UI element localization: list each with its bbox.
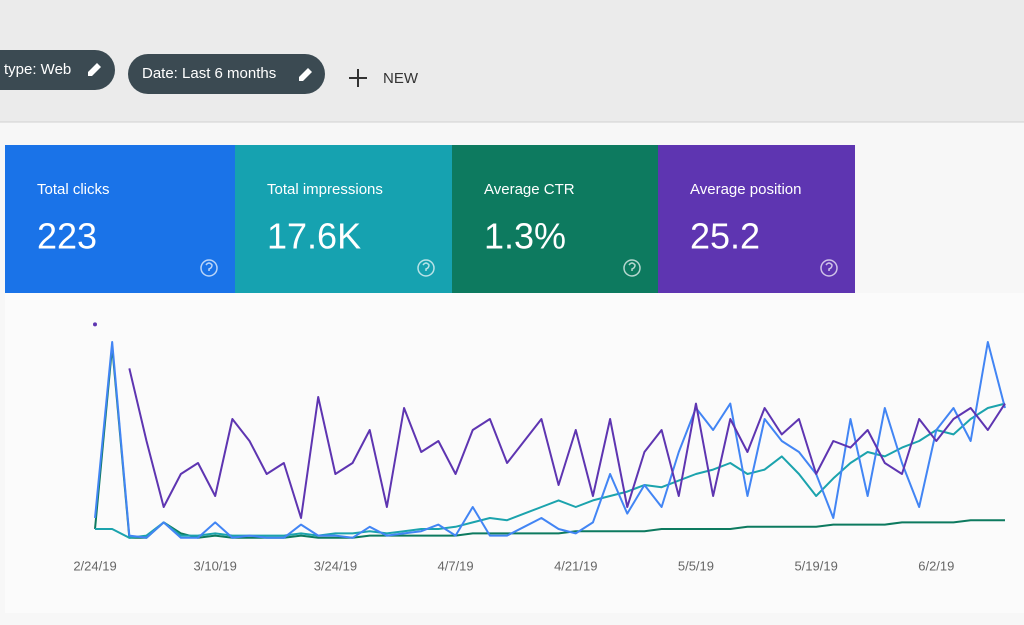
plus-icon	[349, 69, 367, 87]
help-icon-mark	[628, 262, 636, 271]
x-tick-label: 3/10/19	[194, 558, 237, 573]
chart: 2/24/19 3/10/19 3/24/19 4/7/19 4/21/19 5/5/19…	[73, 322, 1006, 573]
help-icon-mark	[825, 262, 833, 271]
metric-card[interactable]: Total impressions 17.6K	[235, 145, 452, 293]
card-bg	[658, 145, 855, 293]
series-line	[94, 341, 1006, 539]
line-point	[93, 322, 97, 327]
new-button[interactable]: NEW	[349, 69, 419, 87]
help-icon-mark	[422, 262, 430, 271]
card-value: 25.2	[690, 216, 760, 257]
series-line	[128, 368, 1006, 519]
chip-text: type: Web	[4, 61, 71, 78]
card-value: 17.6K	[267, 216, 361, 257]
card-value: 223	[37, 216, 97, 257]
card-label: Total impressions	[267, 181, 383, 198]
help-icon	[623, 259, 641, 277]
metric-card[interactable]: Average CTR 1.3%	[452, 145, 658, 293]
series-line	[94, 345, 1005, 539]
cards: Total clicks 223 Total impressions 17.6K Ave…	[5, 145, 855, 293]
help-icon	[200, 259, 218, 277]
help-icon-mark	[205, 262, 213, 271]
x-tick-label: 4/7/19	[437, 558, 473, 573]
metric-card[interactable]: Total clicks 223	[5, 145, 235, 293]
x-tick-label: 5/5/19	[678, 558, 714, 573]
x-tick-label: 3/24/19	[314, 558, 357, 573]
chip-bg	[128, 54, 325, 94]
card-label: Average position	[690, 181, 801, 198]
x-tick-label: 4/21/19	[554, 558, 597, 573]
x-tick-label: 2/24/19	[73, 558, 116, 573]
edit-icon	[299, 68, 312, 81]
card-value: 1.3%	[484, 216, 566, 257]
help-icon	[820, 259, 838, 277]
card-bg	[235, 145, 452, 293]
chip-text: Date: Last 6 months	[142, 65, 276, 82]
card-label: Average CTR	[484, 181, 575, 198]
filter-chip[interactable]: Date: Last 6 months	[128, 54, 325, 94]
x-tick-label: 5/19/19	[794, 558, 837, 573]
help-icon	[417, 259, 435, 277]
edit-icon	[88, 63, 101, 76]
metric-card[interactable]: Average position 25.2	[658, 145, 855, 293]
filter-chip[interactable]: type: Web	[0, 50, 115, 90]
x-tick-label: 6/2/19	[918, 558, 954, 573]
chip-bg	[0, 50, 115, 90]
card-bg	[5, 145, 235, 293]
new-label: NEW	[383, 70, 419, 87]
card-label: Total clicks	[37, 181, 110, 198]
